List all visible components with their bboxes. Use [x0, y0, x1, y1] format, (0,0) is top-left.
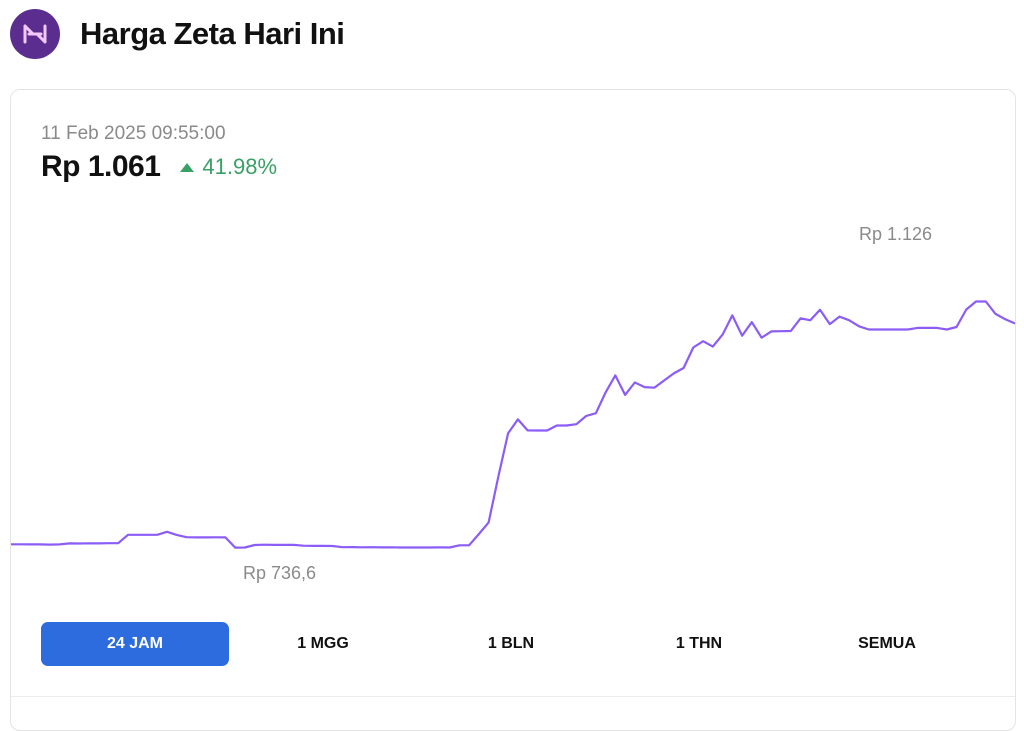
tab-1-bln[interactable]: 1 BLN [487, 635, 535, 652]
price-change-value: 41.98% [202, 154, 278, 179]
price-row: Rp 1.061 41.98% [41, 150, 277, 184]
price-chart-card: 11 Feb 2025 09:55:00 Rp 1.061 41.98% Rp … [10, 89, 1016, 731]
price-line-chart[interactable]: Rp 1.126 Rp 736,6 [11, 90, 1015, 610]
zeta-logo-icon [10, 9, 60, 59]
price-series-line [11, 300, 1015, 549]
tab-1-thn[interactable]: 1 THN [675, 635, 723, 652]
up-triangle-icon [180, 162, 195, 172]
time-range-tabs: 24 JAM 1 MGG 1 BLN 1 THN SEMUA [41, 622, 981, 666]
max-price-label: Rp 1.126 [859, 224, 932, 244]
tab-semua[interactable]: SEMUA [858, 635, 916, 652]
card-divider [11, 696, 1015, 697]
price-change: 41.98% [180, 154, 277, 180]
page-title: Harga Zeta Hari Ini [80, 16, 345, 51]
min-price-label: Rp 736,6 [243, 563, 316, 583]
tab-1-mgg[interactable]: 1 MGG [297, 635, 349, 652]
tab-24-jam[interactable]: 24 JAM [41, 622, 229, 666]
page-header: Harga Zeta Hari Ini [10, 8, 345, 60]
current-price: Rp 1.061 [41, 150, 161, 183]
price-timestamp: 11 Feb 2025 09:55:00 [41, 123, 226, 144]
